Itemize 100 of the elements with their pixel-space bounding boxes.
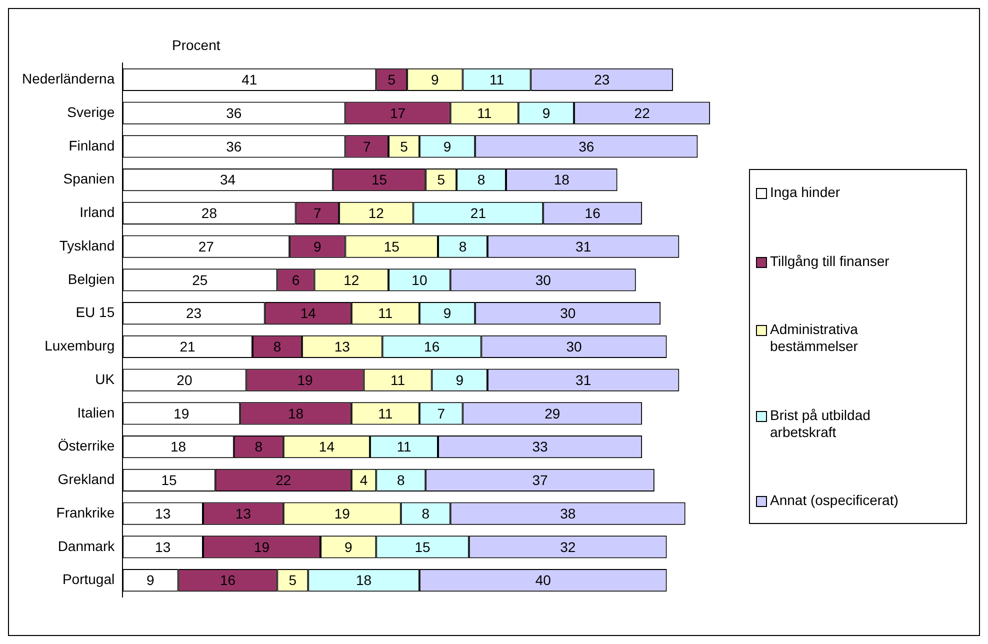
data-label: 36 xyxy=(226,104,242,121)
data-label: 6 xyxy=(292,272,300,288)
data-label: 4 xyxy=(360,472,368,488)
data-label: 9 xyxy=(456,372,464,388)
y-tick-label: Tyskland xyxy=(59,237,115,254)
y-tick-label: Spanien xyxy=(63,170,115,187)
y-tick-label: Österrike xyxy=(58,438,115,454)
y-tick-label: Danmark xyxy=(58,538,116,554)
data-label: 11 xyxy=(477,104,492,121)
data-label: 22 xyxy=(276,472,292,488)
data-label: 32 xyxy=(560,538,576,555)
data-label: 10 xyxy=(412,272,428,288)
data-label: 18 xyxy=(554,172,570,188)
y-tick-label: Frankrike xyxy=(56,504,115,520)
data-label: 25 xyxy=(192,272,208,288)
y-tick-label: Italien xyxy=(77,404,115,420)
data-label: 15 xyxy=(384,238,400,254)
data-label: 9 xyxy=(542,104,550,121)
y-tick-label: Finland xyxy=(68,137,115,154)
data-label: 11 xyxy=(489,72,504,88)
y-tick-label: EU 15 xyxy=(76,304,115,320)
data-label: 22 xyxy=(634,104,650,121)
y-tick-label: UK xyxy=(95,370,116,387)
data-label: 7 xyxy=(362,138,371,154)
y-tick-label: Portugal xyxy=(62,571,115,588)
data-label: 13 xyxy=(155,505,171,522)
y-tick-label: Irland xyxy=(80,204,115,220)
data-label: 5 xyxy=(288,572,297,588)
data-label: 5 xyxy=(388,72,396,88)
text: Inga hinder xyxy=(770,184,842,201)
data-label: 18 xyxy=(356,572,372,588)
data-label: 9 xyxy=(314,238,322,254)
data-label: 7 xyxy=(314,205,322,222)
legend-label: Brist på utbildad arbetskraft xyxy=(770,406,872,440)
data-label: 19 xyxy=(174,405,190,422)
data-label: 38 xyxy=(560,505,576,522)
data-label: 9 xyxy=(443,138,452,154)
data-label: 5 xyxy=(400,138,408,154)
data-label: 8 xyxy=(254,438,263,455)
data-label: 23 xyxy=(186,305,202,322)
data-label: 15 xyxy=(414,538,431,555)
data-label: 34 xyxy=(220,172,236,188)
data-label: 29 xyxy=(544,405,560,422)
data-label: 11 xyxy=(378,405,393,422)
data-label: 23 xyxy=(594,72,610,88)
legend-label: Administrativa bestämmelser xyxy=(770,321,859,355)
data-label: 9 xyxy=(344,538,352,555)
data-label: 21 xyxy=(180,338,196,355)
data-label: 13 xyxy=(334,338,350,355)
data-label: 8 xyxy=(458,238,467,254)
data-label: 16 xyxy=(424,338,440,355)
data-label: 28 xyxy=(201,205,218,222)
data-label: 18 xyxy=(288,405,304,422)
data-label: 8 xyxy=(422,505,430,522)
data-label: 19 xyxy=(254,538,270,555)
data-label: 21 xyxy=(470,205,486,222)
data-label: 30 xyxy=(560,305,576,322)
data-label: 11 xyxy=(390,372,406,388)
y-tick-label: Grekland xyxy=(58,471,115,488)
data-label: 8 xyxy=(396,472,405,488)
data-label: 12 xyxy=(344,272,360,288)
data-label: 16 xyxy=(220,572,236,588)
data-label: 14 xyxy=(318,438,335,455)
data-label: 12 xyxy=(368,205,384,222)
data-label: 31 xyxy=(576,372,592,388)
data-label: 7 xyxy=(437,405,446,422)
data-label: 18 xyxy=(170,438,186,455)
legend-label: Tillgång till finanser xyxy=(770,252,890,270)
data-label: 20 xyxy=(176,372,192,388)
data-label: 9 xyxy=(431,72,440,88)
data-label: 11 xyxy=(378,305,393,322)
data-label: 11 xyxy=(396,438,412,455)
data-label: 14 xyxy=(300,305,316,322)
data-label: 15 xyxy=(161,472,177,488)
y-tick-label: Sverige xyxy=(67,104,115,120)
data-label: 13 xyxy=(155,538,171,555)
data-label: 27 xyxy=(198,238,214,254)
data-label: 13 xyxy=(235,505,252,522)
data-label: 8 xyxy=(477,172,486,188)
data-label: 40 xyxy=(535,572,552,588)
data-label: 31 xyxy=(576,238,592,254)
y-tick-label: Luxemburg xyxy=(44,338,115,354)
data-label: 41 xyxy=(242,72,258,88)
y-tick-label: Belgien xyxy=(68,270,115,287)
text: Procent xyxy=(172,37,220,53)
data-label: 15 xyxy=(371,172,388,188)
data-label: 9 xyxy=(443,305,452,322)
data-label: 36 xyxy=(578,138,594,154)
data-label: 5 xyxy=(437,172,446,188)
data-label: 16 xyxy=(584,205,601,222)
data-label: 30 xyxy=(535,272,552,288)
data-label: 36 xyxy=(226,138,242,154)
data-label: 19 xyxy=(297,372,314,388)
data-label: 30 xyxy=(566,338,582,355)
legend-label: Annat (ospecificerat) xyxy=(770,492,900,509)
data-label: 8 xyxy=(273,338,282,355)
data-label: 17 xyxy=(390,104,406,121)
data-label: 33 xyxy=(532,438,548,455)
data-label: 19 xyxy=(334,505,350,522)
data-label: 9 xyxy=(146,572,155,588)
